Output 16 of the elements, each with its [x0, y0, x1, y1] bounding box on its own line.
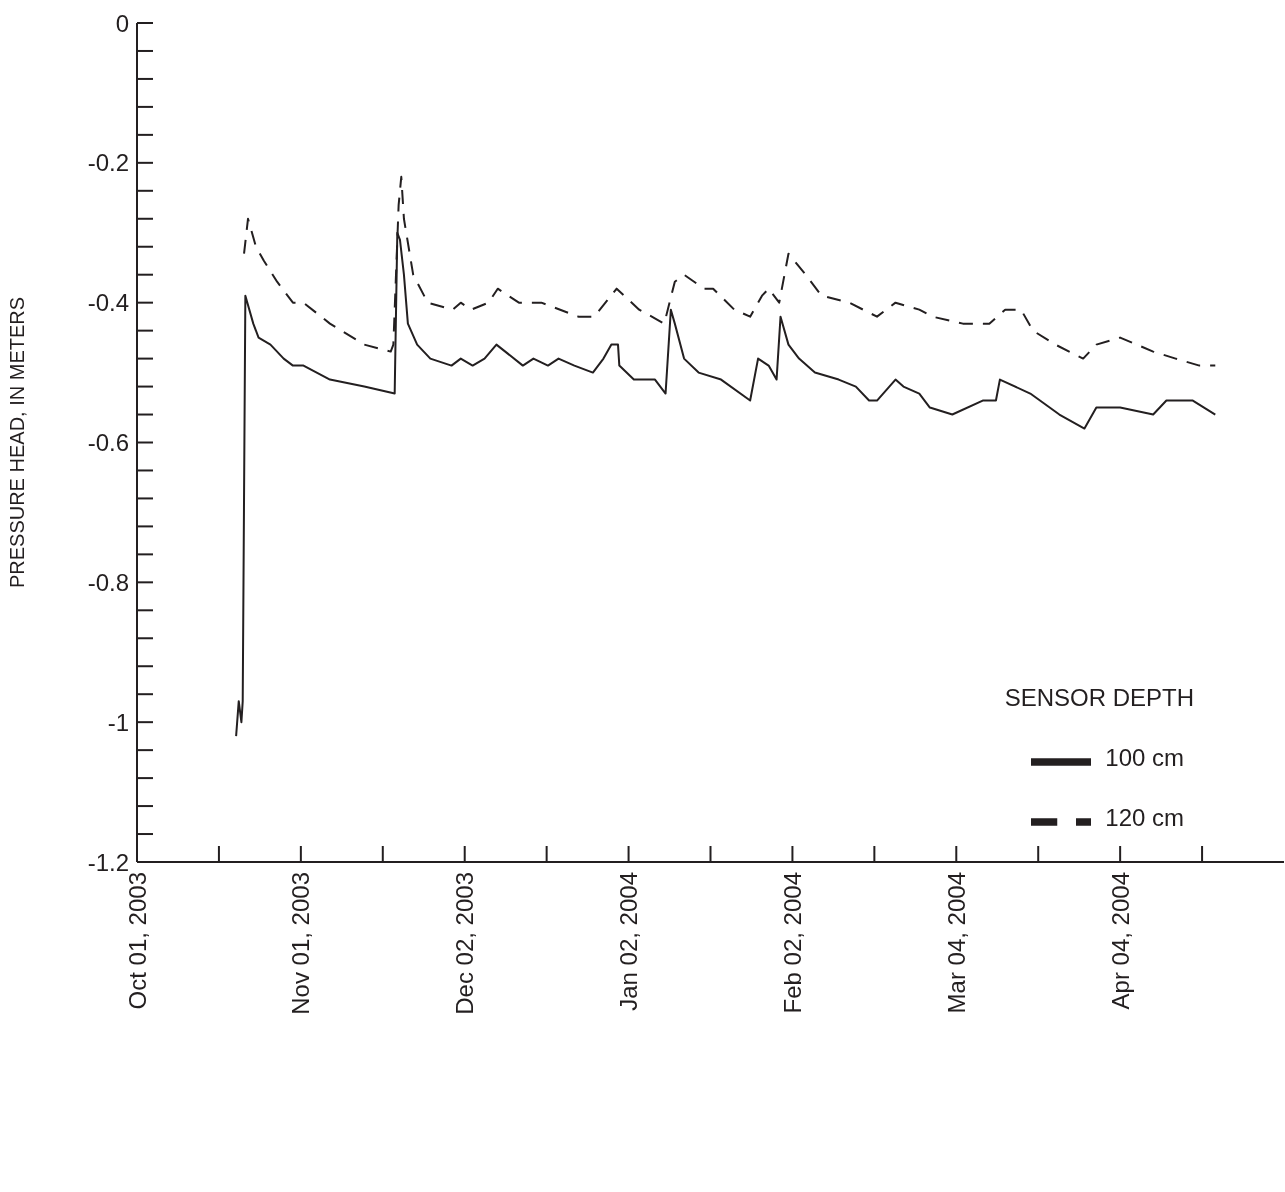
y-tick-label: -0.6: [87, 429, 129, 456]
x-tick-label: Mar 04, 2004: [942, 872, 970, 1014]
y-tick-label: -1: [107, 708, 129, 736]
x-tick-label: Jan 02, 2004: [615, 872, 643, 1011]
legend-label: 100 cm: [1105, 743, 1184, 771]
x-tick-label: Dec 02, 2003: [451, 872, 479, 1015]
legend-label: 120 cm: [1105, 803, 1184, 831]
y-axis-title: PRESSURE HEAD, IN METERS: [6, 296, 29, 589]
x-tick-label: Apr 04, 2004: [1106, 872, 1134, 1010]
y-tick-label: -0.8: [87, 568, 129, 596]
legend-title: SENSOR DEPTH: [1004, 684, 1194, 712]
y-tick-label: 0: [115, 9, 129, 37]
x-tick-label: Nov 01, 2003: [287, 872, 315, 1015]
y-tick-label: -0.4: [87, 289, 129, 317]
y-tick-label: -0.2: [87, 149, 129, 177]
x-tick-label: Feb 02, 2004: [778, 872, 806, 1014]
